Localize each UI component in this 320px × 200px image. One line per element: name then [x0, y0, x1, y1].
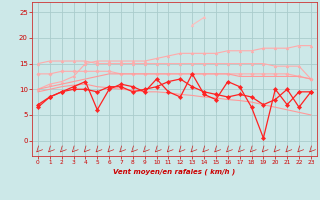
X-axis label: Vent moyen/en rafales ( km/h ): Vent moyen/en rafales ( km/h ) [113, 168, 236, 175]
